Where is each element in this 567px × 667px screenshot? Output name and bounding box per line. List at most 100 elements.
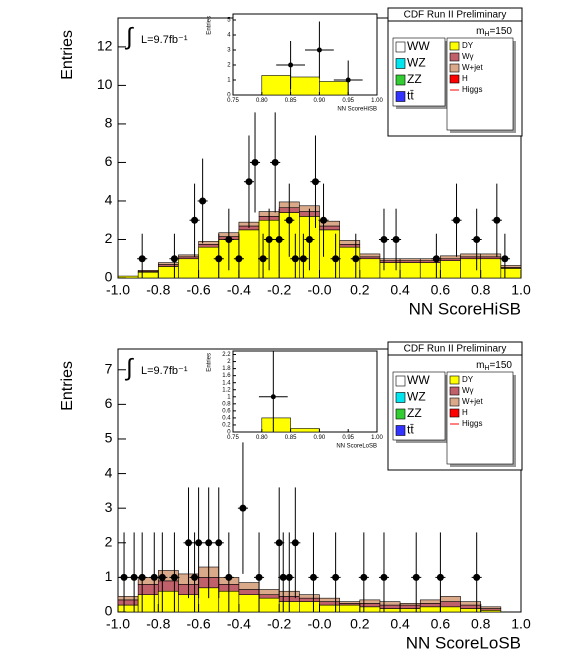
bar-segment: [480, 253, 502, 258]
bar-segment: [379, 604, 401, 609]
bar-segment: [440, 260, 461, 279]
bar-segment: [299, 597, 320, 602]
data-point: [235, 255, 243, 263]
x-tick-label: 0.90: [314, 98, 326, 104]
legend-swatch: [395, 41, 406, 53]
data-point: [291, 539, 299, 547]
integral-sign: ∫: [124, 354, 134, 381]
data-point: [138, 255, 146, 263]
bar-segment: [319, 229, 340, 279]
data-point: [288, 62, 294, 68]
bar-segment: [238, 589, 260, 595]
legend-swatch: [395, 58, 406, 69]
bar-segment: [399, 603, 421, 606]
y-tick-label: 4: [227, 33, 231, 39]
data-point: [279, 573, 287, 581]
x-tick-label: 0.6: [431, 615, 451, 631]
x-tick-label: 1.00: [371, 435, 383, 441]
data-point: [225, 235, 233, 243]
x-tick-label: 0.75: [227, 435, 239, 441]
legend-swatch: [449, 52, 460, 62]
data-point: [270, 394, 276, 400]
legend-swatch: [395, 425, 406, 436]
bar-segment: [419, 603, 441, 608]
data-point: [360, 573, 368, 581]
data-point: [392, 235, 400, 243]
y-tick-label: 0.8: [222, 401, 231, 407]
data-point: [191, 216, 199, 224]
x-tick-label: 0.85: [285, 98, 297, 104]
bar-segment: [137, 594, 159, 613]
mass-part: =150: [489, 360, 512, 371]
x-tick-label: 0.80: [256, 98, 268, 104]
x-tick-label: -0.4: [227, 615, 251, 631]
bar-segment: [500, 265, 522, 268]
legend-label: W+jet: [462, 397, 483, 406]
legend-label: tt̄: [407, 423, 414, 437]
y-tick-label: 0: [227, 93, 231, 99]
legend-label: WW: [407, 39, 430, 53]
data-point: [191, 573, 199, 581]
x-tick-label: -0.2: [267, 281, 291, 297]
bar-segment: [480, 606, 502, 609]
mass-part: m: [476, 360, 484, 371]
bar-segment: [299, 594, 320, 599]
bar-segment: [460, 601, 481, 606]
y-tick-label: 8: [105, 115, 113, 131]
inset-bar: [290, 428, 320, 433]
bar-segment: [419, 262, 441, 279]
data-point: [380, 235, 388, 243]
x-tick-label: -0.8: [146, 615, 170, 631]
bar-segment: [137, 584, 159, 595]
bar-segment: [339, 604, 361, 613]
y-tick-label: 1: [105, 568, 113, 584]
legend-label: Wγ: [462, 52, 474, 61]
legend-swatch: [449, 41, 460, 51]
y-tick-label: 4: [105, 464, 113, 480]
x-tick-label: -0.4: [227, 281, 251, 297]
bar-segment: [319, 225, 340, 231]
legend-label: Wγ: [462, 386, 474, 395]
data-point: [285, 216, 293, 224]
bar-segment: [379, 608, 401, 613]
legend-swatch: [395, 74, 406, 86]
legend-label: DY: [462, 375, 474, 384]
mass-label: mH=150: [476, 360, 512, 373]
data-point: [138, 573, 146, 581]
bar-segment: [460, 604, 481, 609]
data-point: [316, 47, 322, 53]
legend-label: ZZ: [407, 72, 422, 86]
bar-segment: [399, 258, 421, 261]
data-point: [215, 539, 223, 547]
luminosity: L=9.7fb⁻¹: [141, 34, 188, 46]
legend-swatch: [449, 74, 460, 84]
y-axis-label: Entries: [59, 361, 76, 411]
inset-bar: [261, 75, 291, 96]
bar-segment: [198, 243, 220, 248]
integral-sign: ∫: [124, 23, 134, 50]
data-point: [352, 255, 360, 263]
bar-segment: [379, 262, 401, 279]
legend-swatch: [395, 91, 406, 102]
data-point: [245, 178, 253, 186]
bar-segment: [319, 601, 340, 606]
x-tick-label: 0.95: [342, 435, 354, 441]
data-point: [170, 255, 178, 263]
x-tick-label: -0.2: [267, 615, 291, 631]
bar-segment: [339, 246, 361, 279]
bar-segment: [399, 608, 421, 613]
x-tick-label: 0.4: [390, 281, 410, 297]
y-tick-label: 7: [105, 360, 113, 376]
legend-swatch: [395, 375, 406, 387]
inset-bar: [290, 76, 320, 96]
data-point: [332, 255, 340, 263]
x-tick-label: 0.80: [256, 435, 268, 441]
bar-segment: [460, 608, 481, 613]
x-tick-label: 0.2: [350, 281, 370, 297]
y-tick-label: 2: [105, 533, 113, 549]
data-point: [195, 539, 203, 547]
data-point: [259, 255, 267, 263]
data-point: [255, 573, 263, 581]
bar-segment: [319, 220, 340, 227]
y-tick-label: 2: [227, 359, 231, 365]
